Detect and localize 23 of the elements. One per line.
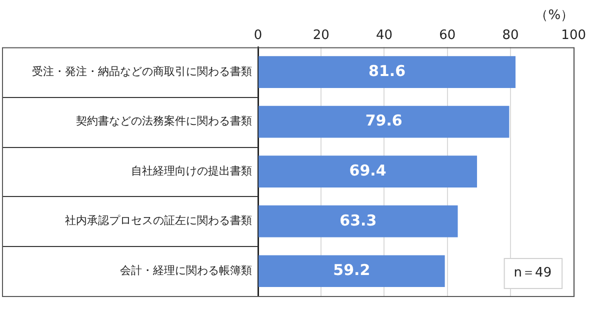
data-label: 69.4 xyxy=(349,161,386,180)
bar xyxy=(258,106,510,138)
y-tick-label: 会計・経理に関わる帳簿類 xyxy=(120,264,252,277)
y-tick-label: 社内承認プロセスの証左に関わる書類 xyxy=(65,214,252,228)
x-tick-label: 0 xyxy=(254,28,262,43)
bar xyxy=(258,156,478,188)
y-tick-label: 契約書などの法務案件に関わる書類 xyxy=(76,114,252,128)
x-tick-label: 20 xyxy=(312,28,330,43)
y-tick-label: 受注・発注・納品などの商取引に関わる書類 xyxy=(32,64,252,78)
data-label: 79.6 xyxy=(365,112,402,130)
bar xyxy=(258,255,445,288)
x-tick-label: 60 xyxy=(439,28,456,43)
bar xyxy=(258,205,458,238)
data-label: 59.2 xyxy=(333,261,370,280)
x-axis-title: （%） xyxy=(535,8,574,24)
data-label: 63.3 xyxy=(340,211,377,230)
bar xyxy=(258,56,516,88)
x-tick-label: 40 xyxy=(376,28,393,43)
y-tick-label: 自社経理向けの提出書類 xyxy=(131,164,252,178)
x-tick-label: 80 xyxy=(502,28,519,43)
annotation: n＝49 xyxy=(514,265,552,280)
data-label: 81.6 xyxy=(368,62,406,80)
x-tick-label: 100 xyxy=(561,28,586,43)
